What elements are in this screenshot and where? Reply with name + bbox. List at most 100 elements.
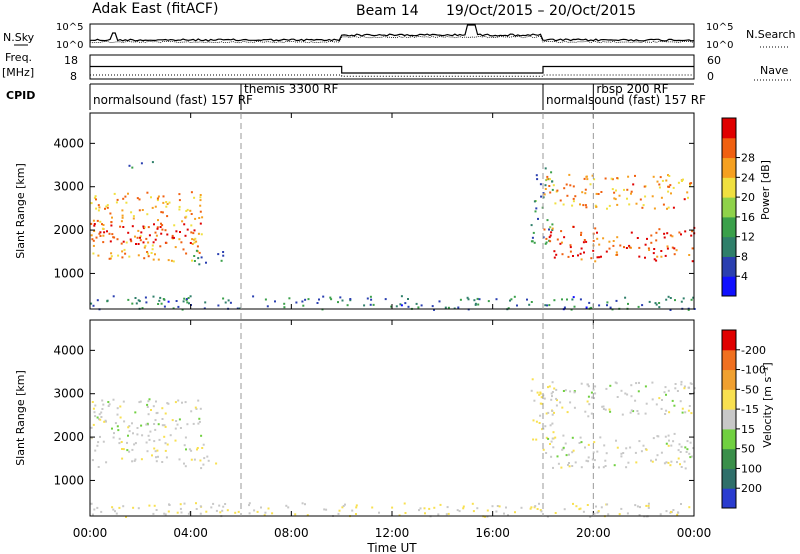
- cell-486: [167, 510, 170, 513]
- cell-91: [165, 456, 168, 459]
- cell-413: [589, 183, 592, 186]
- cell-258: [551, 227, 554, 230]
- cell-407: [271, 512, 274, 515]
- cell-482: [131, 302, 134, 305]
- cell-246: [550, 171, 553, 174]
- cell-331: [648, 249, 651, 251]
- cell-113: [164, 442, 167, 445]
- cell-178: [544, 425, 547, 428]
- cell-8: [128, 450, 131, 453]
- cell-4: [154, 205, 157, 208]
- cell-105: [124, 252, 127, 255]
- cell-181: [183, 223, 186, 226]
- cell-548: [111, 506, 114, 509]
- cell-217: [550, 440, 553, 443]
- cell-236: [544, 242, 547, 245]
- cell-3: [102, 234, 105, 237]
- cell-433: [665, 510, 668, 513]
- cell-266: [638, 255, 641, 258]
- cell-541: [93, 508, 96, 511]
- cbar-frame: [721, 329, 737, 509]
- cell-221: [151, 161, 154, 164]
- cbar-tick-label-3: 16: [741, 211, 755, 224]
- cell-114: [200, 233, 203, 236]
- cell-17: [202, 443, 205, 446]
- cell-364: [658, 397, 661, 400]
- cell-242: [534, 210, 537, 213]
- cell-362: [601, 405, 604, 408]
- cell-218: [684, 467, 687, 470]
- cell-229: [537, 217, 539, 220]
- cell-232: [668, 439, 670, 442]
- cpid-label-1: themis 3300 RF: [244, 82, 338, 96]
- cell-123: [122, 400, 125, 403]
- cell-264: [561, 253, 564, 256]
- cell-251: [677, 449, 680, 452]
- cell-378: [595, 192, 598, 195]
- cell-222: [542, 236, 545, 239]
- cell-313: [653, 248, 656, 250]
- cbar-tick-label-7: -200: [741, 344, 766, 357]
- cell-388: [605, 387, 608, 390]
- cell-155: [146, 252, 149, 255]
- cell-525: [606, 301, 609, 304]
- cell-310: [655, 259, 658, 262]
- cell-240: [551, 223, 554, 226]
- cell-342: [602, 237, 605, 240]
- cell-456: [237, 510, 240, 513]
- cell-5: [146, 450, 149, 453]
- cell-210: [222, 251, 225, 253]
- cell-558: [137, 299, 140, 302]
- nsearch-label: N.Search: [746, 28, 796, 41]
- beam-label: Beam 14: [356, 3, 419, 19]
- cell-108: [181, 401, 183, 404]
- cell-151: [199, 194, 202, 196]
- cell-292: [665, 442, 668, 445]
- cell-328: [663, 232, 666, 235]
- cell-554: [462, 505, 465, 508]
- cell-169: [175, 230, 178, 233]
- cell-429: [538, 502, 540, 505]
- cell-149: [111, 233, 114, 236]
- cell-367: [677, 181, 680, 184]
- cell-290: [653, 258, 656, 261]
- cell-389: [613, 191, 616, 194]
- cell-409: [439, 503, 442, 506]
- cell-277: [652, 437, 655, 440]
- cell-357: [651, 381, 654, 384]
- cell-225: [545, 241, 548, 244]
- cell-49: [163, 424, 166, 427]
- cell-541: [690, 298, 693, 301]
- ytick-label-1: 2000: [53, 223, 84, 237]
- cell-504: [210, 506, 213, 509]
- cell-279: [605, 452, 608, 455]
- cell-443: [584, 188, 587, 191]
- cell-185: [551, 422, 554, 425]
- cell-291: [553, 256, 556, 259]
- cell-330: [569, 250, 572, 253]
- power-ylabel: Slant Range [km]: [14, 163, 27, 259]
- cell-597: [366, 297, 369, 300]
- cell-38: [166, 402, 169, 405]
- freq-series: [90, 65, 694, 74]
- cell-197: [690, 455, 693, 458]
- cell-454: [189, 511, 191, 514]
- cell-261: [627, 461, 630, 464]
- cell-379: [594, 392, 597, 395]
- cell-508: [203, 307, 206, 310]
- cell-403: [621, 413, 624, 416]
- cell-221: [679, 451, 682, 453]
- cell-258: [593, 459, 596, 462]
- cell-481: [122, 505, 125, 508]
- freq-right-tick-top: 60: [707, 54, 721, 67]
- cell-343: [666, 245, 669, 248]
- cell-25: [196, 448, 198, 451]
- cbar-cell-4: [722, 409, 736, 430]
- cell-598: [667, 295, 670, 298]
- cell-443: [423, 507, 426, 510]
- cell-448: [667, 206, 670, 209]
- cell-90: [198, 417, 201, 420]
- cell-102: [121, 457, 124, 460]
- cell-552: [433, 308, 435, 311]
